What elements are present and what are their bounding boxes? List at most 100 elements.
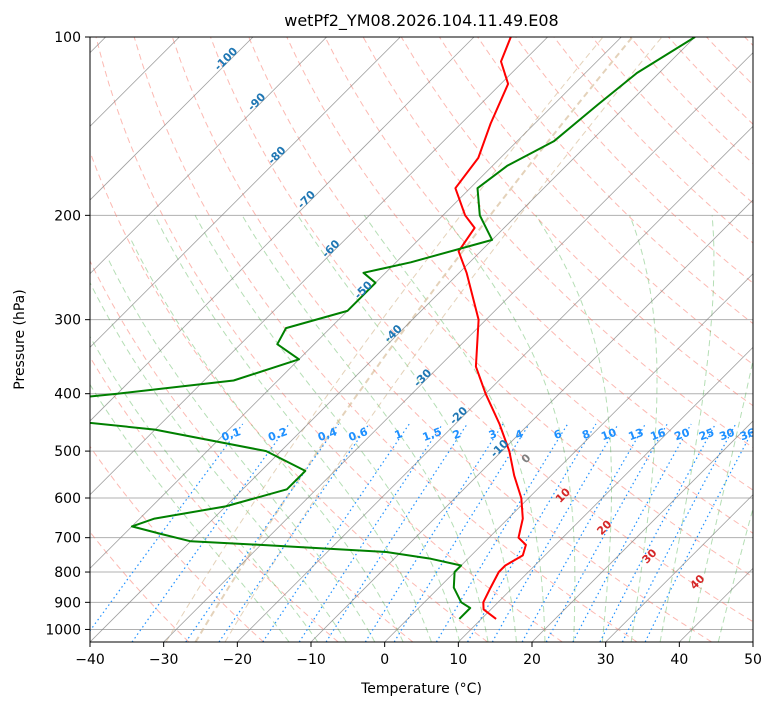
isotherm-line xyxy=(163,52,753,642)
isotherm-line xyxy=(679,567,753,642)
dewpoint-profile-line xyxy=(90,37,696,620)
isotherm-label: -80 xyxy=(265,144,288,167)
dry-adiabat xyxy=(706,37,753,86)
mixing-ratio-label: 0.2 xyxy=(266,425,289,444)
moist-adiabat xyxy=(90,281,347,642)
mixing-ratio-line xyxy=(218,423,370,642)
isotherm-label: -30 xyxy=(411,366,434,389)
mixing-ratio-label: 6 xyxy=(552,427,564,442)
wet-bulb-label: 40 xyxy=(687,572,707,592)
isotherm-label: -20 xyxy=(447,404,470,427)
mixing-ratio-label: 25 xyxy=(697,426,716,443)
moist-adiabat xyxy=(629,215,658,642)
isotherm-label: -70 xyxy=(295,188,318,211)
moist-adiabat xyxy=(90,383,290,642)
isotherm-line xyxy=(458,346,753,642)
background-curve xyxy=(165,37,604,642)
mixing-ratio-line xyxy=(298,423,444,642)
y-tick-label: 200 xyxy=(54,208,81,224)
mixing-ratio-label: 3 xyxy=(487,427,499,442)
isotherm-label: -60 xyxy=(319,237,342,260)
dry-adiabat xyxy=(210,37,753,623)
isotherm-label: -40 xyxy=(382,322,405,345)
dry-adiabat xyxy=(90,259,414,642)
mixing-ratio-line xyxy=(325,423,468,642)
mixing-ratio-line xyxy=(435,423,569,642)
series-lines xyxy=(90,37,696,620)
isotherm-line xyxy=(90,37,475,422)
mixing-ratio-line xyxy=(262,423,410,642)
dry-adiabat xyxy=(477,37,753,325)
x-tick-label: 40 xyxy=(670,652,688,668)
mixing-ratio-label: 0.6 xyxy=(347,425,370,444)
y-tick-label: 800 xyxy=(54,565,81,581)
isotherm-label: -50 xyxy=(352,278,375,301)
y-axis-title: Pressure (hPa) xyxy=(12,289,28,389)
isotherms xyxy=(90,37,753,642)
x-tick-label: −30 xyxy=(149,652,179,668)
dry-adiabat xyxy=(286,37,753,534)
mixing-ratio-line xyxy=(131,423,290,642)
y-tick-label: 400 xyxy=(54,387,81,403)
x-axis: −40 −30 −20 −10 0 10 20 30 40 50 xyxy=(75,642,762,668)
dry-adiabat xyxy=(133,37,638,642)
isotherm-line xyxy=(237,125,753,642)
dry-adiabat xyxy=(171,37,712,642)
y-tick-label: 700 xyxy=(54,531,81,547)
x-tick-label: 30 xyxy=(597,652,615,668)
temperature-profile-line xyxy=(454,37,527,620)
mixing-ratio-line xyxy=(621,423,737,642)
background-curve xyxy=(194,37,634,642)
mixing-ratio-label: 8 xyxy=(580,427,592,442)
mixing-ratio-label: 4 xyxy=(513,427,525,442)
mixing-ratio-label: 20 xyxy=(673,426,692,444)
mixing-ratio-label: 36 xyxy=(738,426,757,444)
dry-adiabat xyxy=(515,37,753,284)
isotherm-line xyxy=(90,37,401,348)
pressure-gridlines xyxy=(90,37,753,630)
mixing-ratio-label: 30 xyxy=(718,426,737,444)
isotherm-label: -100 xyxy=(212,44,241,73)
x-tick-label: 20 xyxy=(523,652,541,668)
y-tick-label: 500 xyxy=(54,444,81,460)
moist-adiabat xyxy=(154,215,432,642)
x-tick-label: 10 xyxy=(449,652,467,668)
x-tick-label: −20 xyxy=(223,652,253,668)
plot-area: -100-90-80-70-60-50-40-30-20-100.1 0.2 0.4… xyxy=(90,37,757,642)
mixing-ratio-label: 0.4 xyxy=(316,425,339,444)
isotherm-line xyxy=(310,199,753,642)
mixing-ratio-line xyxy=(572,423,692,642)
x-tick-label: 50 xyxy=(744,652,762,668)
moist-adiabat xyxy=(106,256,376,642)
dry-adiabat xyxy=(90,445,264,642)
y-tick-label: 900 xyxy=(54,595,81,611)
dry-adiabat xyxy=(591,37,753,204)
mixing-ratio-line xyxy=(491,423,619,642)
wet-bulb-label: 20 xyxy=(594,517,614,537)
dry-adiabat xyxy=(90,150,488,642)
mixing-ratio-line xyxy=(545,423,668,642)
isotherm-line xyxy=(752,641,753,642)
x-axis-title: Temperature (°C) xyxy=(360,681,482,697)
isotherm-line xyxy=(90,37,548,496)
y-tick-label: 1000 xyxy=(45,622,81,638)
mixing-ratio-label: 13 xyxy=(627,426,646,443)
moist-adiabat xyxy=(130,239,404,642)
mixing-ratio-label: 16 xyxy=(649,426,668,444)
dry-adiabat xyxy=(668,37,753,125)
dry-adiabat xyxy=(744,37,753,47)
isotherm-line xyxy=(531,420,753,642)
inline-labels: -100-90-80-70-60-50-40-30-20-100.1 0.2 0.4… xyxy=(212,44,757,592)
mixing-ratio-line xyxy=(364,423,504,642)
moist-adiabat xyxy=(443,215,576,642)
mixing-ratio-label: 1 xyxy=(393,427,405,442)
mixing-ratio-line xyxy=(90,423,244,632)
mixing-ratio-label: 2 xyxy=(451,427,463,442)
isotherm-line xyxy=(90,37,254,201)
chart-title: wetPf2_YM08.2026.104.11.49.E08 xyxy=(284,11,558,31)
moist-adiabat xyxy=(535,215,612,642)
y-axis: 100 200 300 400 500 600 700 800 900 1000 xyxy=(45,30,90,638)
isotherm-line xyxy=(384,273,753,642)
moist-adiabat xyxy=(363,215,546,642)
